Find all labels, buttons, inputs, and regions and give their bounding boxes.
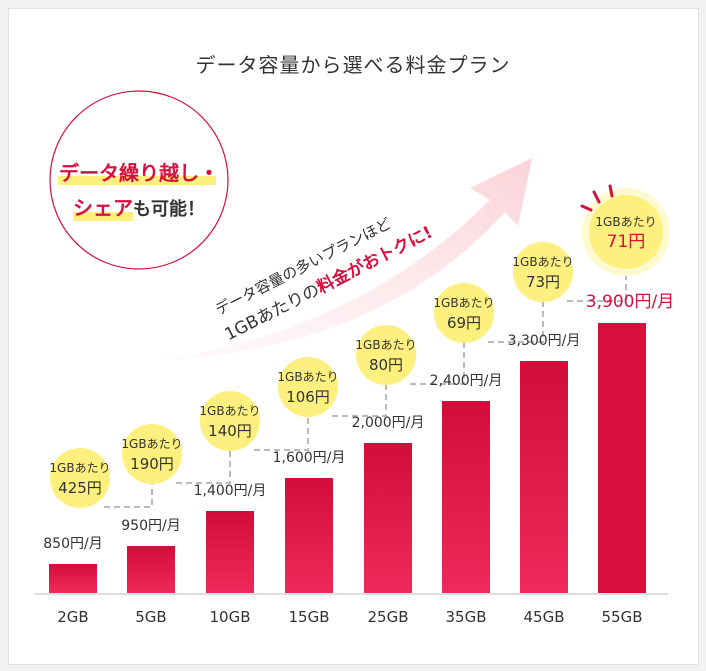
value-label: 850円/月	[43, 536, 102, 552]
per-gb-bubble	[356, 325, 416, 385]
highlight-underline	[73, 212, 133, 221]
per-gb-value: 80円	[369, 356, 403, 374]
per-gb-prefix: 1GBあたり	[433, 296, 494, 310]
connector-line	[410, 343, 465, 385]
bar	[49, 564, 97, 593]
value-label: 1,600円/月	[273, 450, 346, 466]
bar	[285, 478, 333, 593]
x-tick-label: 45GB	[523, 608, 564, 626]
x-tick-label: 2GB	[57, 608, 88, 626]
bar	[364, 443, 412, 593]
x-tick-label: 15GB	[288, 608, 329, 626]
badge-line2-rest: も可能！	[133, 198, 205, 220]
per-gb-prefix: 1GBあたり	[512, 255, 573, 269]
connector-line	[104, 484, 153, 508]
per-gb-bubble	[434, 283, 494, 343]
trend-arrow	[160, 158, 532, 360]
per-gb-prefix: 1GBあたり	[49, 461, 110, 475]
per-gb-value: 69円	[447, 314, 481, 332]
value-label: 1,400円/月	[194, 483, 267, 499]
x-tick-label: 55GB	[601, 608, 642, 626]
value-label: 950円/月	[121, 518, 180, 534]
badge-line1: データ繰り越し・	[59, 161, 219, 185]
per-gb-prefix: 1GBあたり	[355, 338, 416, 352]
bar	[520, 361, 568, 593]
per-gb-value: 106円	[286, 388, 330, 406]
per-gb-prefix: 1GBあたり	[595, 215, 656, 229]
per-gb-bubble	[50, 448, 110, 508]
per-gb-prefix: 1GBあたり	[121, 437, 182, 451]
per-gb-prefix: 1GBあたり	[199, 404, 260, 418]
connector-line	[254, 417, 309, 451]
x-tick-label: 25GB	[367, 608, 408, 626]
connector-line	[488, 302, 544, 343]
connector-line	[332, 385, 387, 417]
highlight-underline	[58, 176, 216, 185]
per-gb-bubble	[278, 357, 338, 417]
bar	[598, 323, 646, 593]
x-tick-label: 35GB	[445, 608, 486, 626]
value-label: 2,400円/月	[430, 373, 503, 389]
value-label: 2,000円/月	[352, 415, 425, 431]
sparkle-icon	[592, 190, 601, 204]
connector-line	[176, 451, 231, 484]
x-tick-label: 10GB	[209, 608, 250, 626]
badge-line2-highlight: シェア	[73, 196, 133, 220]
per-gb-bubble	[589, 195, 663, 269]
bar	[442, 401, 490, 593]
per-gb-bubble	[200, 391, 260, 451]
per-gb-value: 190円	[130, 455, 174, 473]
per-gb-bubble	[513, 242, 573, 302]
bar	[127, 546, 175, 593]
per-gb-value: 425円	[58, 479, 102, 497]
per-gb-value: 140円	[208, 422, 252, 440]
per-gb-value: 73円	[526, 273, 560, 291]
chart-title: データ容量から選べる料金プラン	[196, 53, 511, 77]
bar	[206, 511, 254, 593]
sparkle-icon	[608, 184, 614, 198]
per-gb-prefix: 1GBあたり	[277, 370, 338, 384]
sparkle-icon	[580, 204, 593, 212]
per-gb-bubble	[122, 424, 182, 484]
value-label: 3,300円/月	[508, 333, 581, 349]
value-label: 3,900円/月	[586, 292, 674, 312]
badge-line2: シェアも可能！	[73, 196, 205, 220]
per-gb-value: 71円	[607, 232, 646, 252]
x-tick-label: 5GB	[135, 608, 166, 626]
